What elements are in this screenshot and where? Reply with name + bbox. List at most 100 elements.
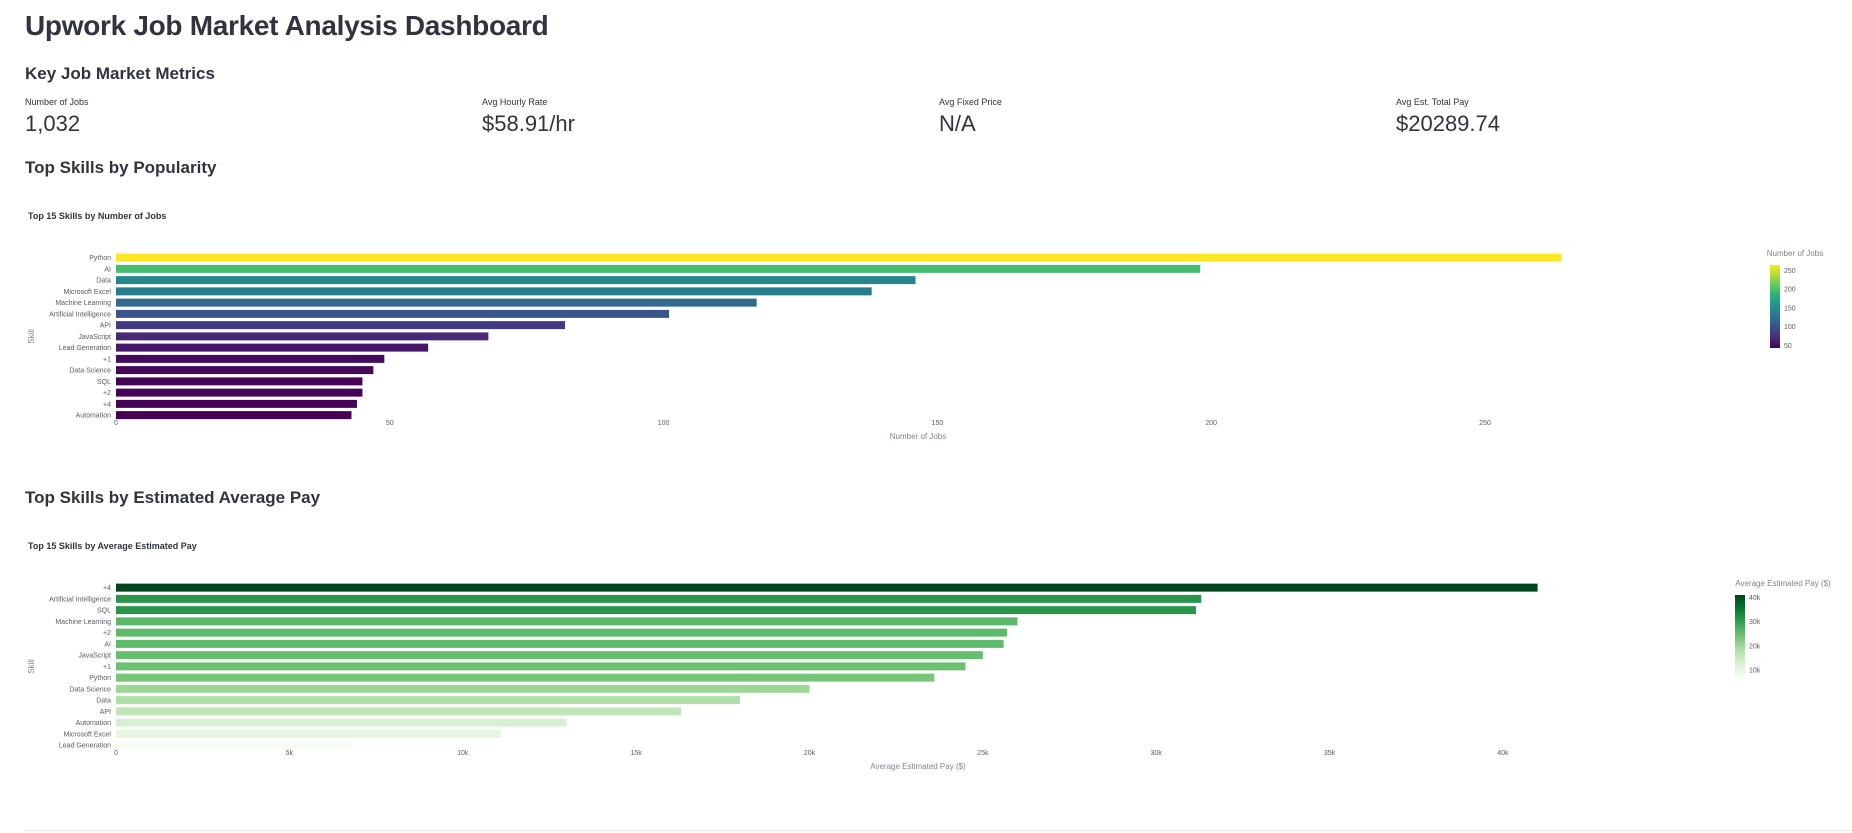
y-tick-label: Data — [96, 278, 111, 285]
metric-label: Number of Jobs — [25, 97, 89, 107]
metric-label: Avg Hourly Rate — [482, 97, 548, 107]
y-tick-label: +4 — [103, 585, 111, 592]
y-tick-label: API — [100, 323, 111, 330]
bar — [116, 399, 357, 408]
bar — [116, 741, 352, 750]
x-tick-label: 20k — [804, 750, 816, 757]
y-tick-label: +2 — [103, 630, 111, 637]
colorbar-tick-label: 30k — [1749, 619, 1761, 626]
x-tick-label: 30k — [1151, 750, 1163, 757]
bar — [116, 594, 1202, 603]
metric-label: Avg Est. Total Pay — [1396, 97, 1469, 107]
bar — [116, 651, 983, 660]
x-tick-label: 200 — [1205, 420, 1217, 427]
y-tick-label: +2 — [103, 390, 111, 397]
bar — [116, 354, 385, 363]
y-tick-label: API — [100, 709, 111, 716]
bar — [116, 309, 670, 318]
bar — [116, 729, 501, 738]
x-tick-label: 50 — [386, 420, 394, 427]
y-axis-label: Skill — [27, 329, 36, 344]
colorbar-tick-label: 150 — [1784, 305, 1796, 312]
x-tick-label: 35k — [1324, 750, 1336, 757]
colorbar-tick-label: 10k — [1749, 668, 1761, 675]
x-tick-label: 40k — [1497, 750, 1509, 757]
x-tick-label: 25k — [977, 750, 989, 757]
y-tick-label: Python — [89, 255, 111, 262]
colorbar-title: Number of Jobs — [1767, 249, 1823, 258]
y-tick-label: Artificial Intelligence — [49, 596, 111, 603]
y-tick-label: +1 — [103, 356, 111, 363]
chart-title: Top 15 Skills by Number of Jobs — [28, 211, 166, 221]
metric-avg-est-total-pay: Avg Est. Total Pay $20289.74 — [1396, 97, 1500, 137]
x-tick-label: 0 — [114, 420, 118, 427]
y-tick-label: SQL — [97, 379, 111, 386]
metric-value: 1,032 — [25, 111, 81, 136]
metric-label: Avg Fixed Price — [939, 97, 1002, 107]
bar — [116, 264, 1201, 273]
bar — [116, 718, 567, 727]
popularity-heading: Top Skills by Popularity — [25, 158, 217, 177]
colorbar — [1735, 595, 1745, 678]
y-tick-label: +1 — [103, 664, 111, 671]
y-tick-label: Microsoft Excel — [64, 731, 112, 738]
metrics-heading: Key Job Market Metrics — [25, 64, 215, 83]
y-tick-label: Automation — [76, 720, 112, 727]
bar — [116, 253, 1562, 262]
bar — [116, 673, 935, 682]
colorbar-tick-label: 40k — [1749, 595, 1761, 602]
bar — [116, 388, 363, 397]
colorbar — [1770, 265, 1780, 348]
bar — [116, 639, 1004, 648]
x-tick-label: 0 — [114, 750, 118, 757]
bar — [116, 617, 1018, 626]
colorbar-title: Average Estimated Pay ($) — [1735, 579, 1831, 588]
y-tick-label: AI — [104, 266, 111, 273]
x-tick-label: 100 — [658, 420, 670, 427]
y-tick-label: Microsoft Excel — [64, 289, 112, 296]
page-title: Upwork Job Market Analysis Dashboard — [25, 10, 549, 41]
y-tick-label: Python — [89, 675, 111, 682]
x-axis-label: Number of Jobs — [890, 432, 946, 441]
y-tick-label: Machine Learning — [55, 619, 111, 626]
x-tick-label: 150 — [932, 420, 944, 427]
y-tick-label: +4 — [103, 401, 111, 408]
metric-avg-fixed-price: Avg Fixed Price N/A — [939, 97, 1002, 137]
y-tick-label: Data — [96, 698, 111, 705]
x-tick-label: 250 — [1479, 420, 1491, 427]
metric-avg-hourly-rate: Avg Hourly Rate $58.91/hr — [482, 97, 575, 137]
pay-heading: Top Skills by Estimated Average Pay — [25, 488, 321, 507]
bar — [116, 276, 916, 285]
bar — [116, 332, 489, 341]
skills-by-jobs-chart: Top 15 Skills by Number of Jobs Skill Pyth… — [27, 211, 1823, 441]
bar — [116, 696, 741, 705]
y-axis-label: Skill — [27, 659, 36, 674]
y-tick-label: AI — [104, 641, 111, 648]
y-tick-label: Automation — [76, 413, 112, 420]
bar — [116, 287, 872, 296]
bar — [116, 684, 810, 693]
x-tick-label: 15k — [630, 750, 642, 757]
bar — [116, 583, 1538, 592]
x-tick-label: 5k — [286, 750, 294, 757]
y-tick-label: Machine Learning — [55, 300, 111, 307]
colorbar-tick-label: 250 — [1784, 268, 1796, 275]
x-tick-label: 10k — [457, 750, 469, 757]
divider — [25, 830, 1852, 831]
skills-by-pay-chart: Top 15 Skills by Average Estimated Pay Sk… — [27, 541, 1831, 771]
bar — [116, 377, 363, 386]
y-tick-label: JavaScript — [78, 334, 111, 341]
bar — [116, 298, 757, 307]
metric-value: $20289.74 — [1396, 111, 1500, 136]
colorbar-tick-label: 100 — [1784, 324, 1796, 331]
bar — [116, 366, 374, 375]
metric-value: N/A — [939, 111, 976, 136]
y-tick-label: Data Science — [69, 686, 111, 693]
y-tick-label: Artificial Intelligence — [49, 311, 111, 318]
bar — [116, 606, 1197, 615]
y-tick-label: Data Science — [69, 368, 111, 375]
colorbar-tick-label: 200 — [1784, 287, 1796, 294]
colorbar-tick-label: 20k — [1749, 643, 1761, 650]
x-axis-label: Average Estimated Pay ($) — [870, 762, 966, 771]
y-tick-label: JavaScript — [78, 653, 111, 660]
